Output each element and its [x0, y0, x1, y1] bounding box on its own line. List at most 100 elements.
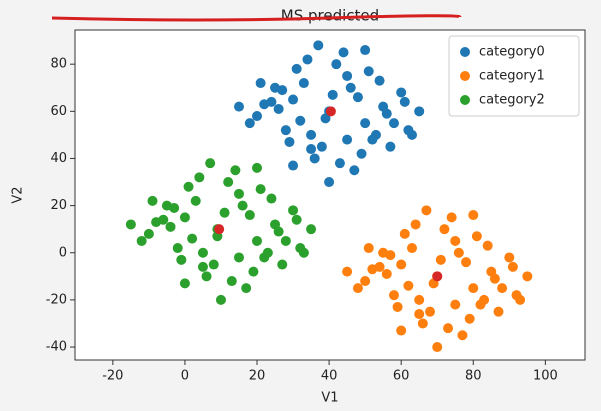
point	[352, 283, 363, 294]
point	[313, 40, 324, 51]
point	[360, 276, 371, 287]
point	[288, 205, 299, 216]
point	[233, 101, 244, 112]
y-tick-label: 20	[50, 198, 67, 213]
point	[273, 226, 284, 237]
point	[457, 330, 468, 341]
point	[396, 259, 407, 270]
point	[522, 271, 533, 282]
point	[237, 200, 248, 211]
point	[450, 299, 461, 310]
legend-marker	[460, 47, 470, 57]
point	[280, 125, 291, 136]
point	[172, 243, 183, 254]
point	[147, 195, 158, 206]
annotation-strike	[51, 14, 462, 22]
point	[295, 115, 306, 126]
point	[399, 228, 410, 239]
point	[219, 207, 230, 218]
point	[255, 78, 266, 89]
point	[262, 247, 273, 258]
x-tick-label: 60	[393, 369, 410, 384]
point	[252, 111, 263, 122]
point	[176, 254, 187, 265]
point	[406, 129, 417, 140]
point	[443, 323, 454, 334]
point	[468, 283, 479, 294]
point	[179, 212, 190, 223]
y-tick-label: 40	[50, 151, 67, 166]
point	[316, 141, 327, 152]
point	[425, 306, 436, 317]
point	[374, 75, 385, 86]
point	[464, 313, 475, 324]
point	[165, 221, 176, 232]
point	[356, 148, 367, 159]
point	[410, 219, 421, 230]
centroid	[325, 106, 336, 117]
point	[266, 96, 277, 107]
point	[291, 63, 302, 74]
point	[244, 118, 255, 129]
point	[414, 309, 425, 320]
point	[215, 294, 226, 305]
point	[252, 162, 263, 173]
point	[136, 235, 147, 246]
point	[482, 240, 493, 251]
point	[280, 235, 291, 246]
point	[201, 271, 212, 282]
point	[309, 153, 320, 164]
point	[363, 243, 374, 254]
point	[342, 70, 353, 81]
centroid	[214, 224, 225, 235]
x-tick-label: 80	[465, 369, 482, 384]
point	[385, 250, 396, 261]
point	[291, 214, 302, 225]
point	[342, 134, 353, 145]
point	[158, 214, 169, 225]
point	[194, 172, 205, 183]
point	[273, 103, 284, 114]
point	[414, 294, 425, 305]
point	[396, 325, 407, 336]
x-tick-label: 40	[321, 369, 338, 384]
point	[461, 257, 472, 268]
point	[190, 195, 201, 206]
point	[183, 181, 194, 192]
point	[385, 141, 396, 152]
point	[345, 82, 356, 93]
point	[306, 224, 317, 235]
point	[252, 235, 263, 246]
point	[493, 306, 504, 317]
y-tick-label: -20	[46, 292, 67, 307]
point	[374, 261, 385, 272]
point	[381, 268, 392, 279]
point	[266, 193, 277, 204]
y-tick-label: -40	[46, 340, 67, 355]
point	[288, 94, 299, 105]
legend-label: category2	[479, 93, 545, 108]
point	[223, 177, 234, 188]
point	[515, 294, 526, 305]
x-tick-label: 0	[181, 369, 189, 384]
point	[169, 202, 180, 213]
point	[306, 129, 317, 140]
y-tick-label: 0	[59, 245, 67, 260]
point	[360, 118, 371, 129]
point	[248, 266, 259, 277]
point	[360, 45, 371, 56]
point	[342, 266, 353, 277]
y-axis-label: V2	[11, 186, 26, 203]
point	[143, 228, 154, 239]
point	[446, 212, 457, 223]
point	[230, 165, 241, 176]
point	[363, 66, 374, 77]
legend-label: category0	[479, 45, 545, 60]
x-tick-label: 20	[249, 369, 266, 384]
legend-marker	[460, 95, 470, 105]
point	[331, 59, 342, 70]
point	[324, 177, 335, 188]
x-tick-label: 100	[533, 369, 558, 384]
point	[349, 165, 360, 176]
